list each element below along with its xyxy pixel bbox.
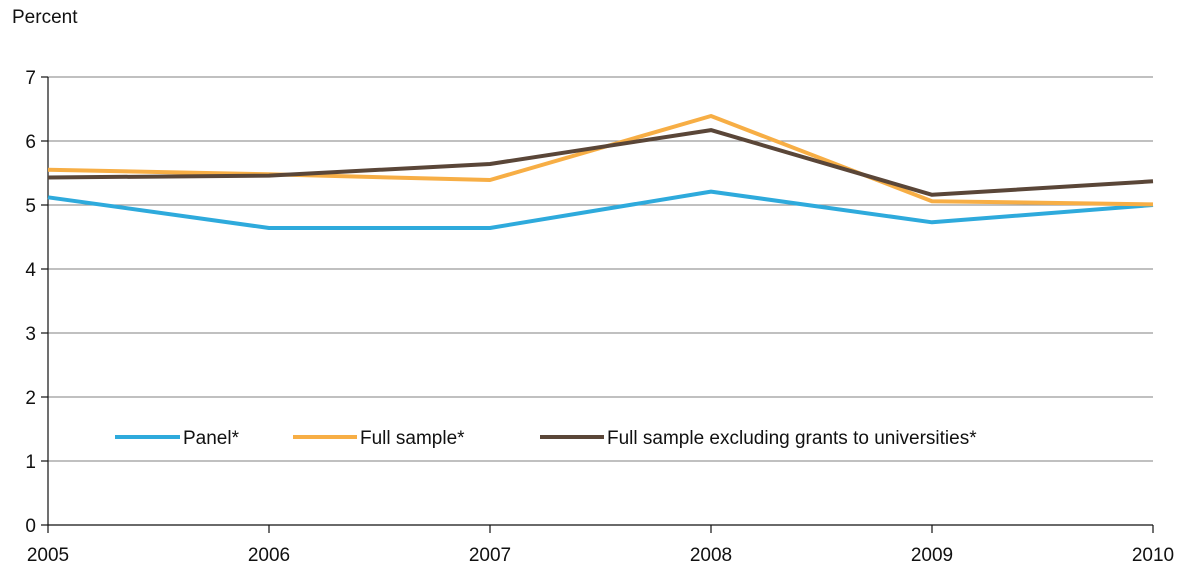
tick-labels: 0 1 2 3 4 5 6 7 2005 2006 2007 2008 2009 2010 xyxy=(25,68,1174,566)
y-tick-label: 6 xyxy=(25,132,36,153)
legend-label-2: Full sample excluding grants to universi… xyxy=(607,428,977,449)
y-tick-label: 0 xyxy=(25,516,36,537)
x-tick-label: 2010 xyxy=(1132,545,1174,566)
legend-label-1: Full sample* xyxy=(360,428,465,449)
y-tick-label: 5 xyxy=(25,196,36,217)
y-tick-label: 3 xyxy=(25,324,36,345)
legend: Panel* Full sample* Full sample excluding … xyxy=(115,428,977,449)
x-tick-label: 2007 xyxy=(469,545,511,566)
legend-label-0: Panel* xyxy=(183,428,240,449)
y-tick-label: 4 xyxy=(25,260,36,281)
x-tick-label: 2006 xyxy=(248,545,290,566)
series-line-0 xyxy=(47,189,1154,230)
y-tick-label: 1 xyxy=(25,452,36,473)
series-lines xyxy=(47,114,1154,230)
series-line-2 xyxy=(47,128,1154,197)
axes xyxy=(41,76,1154,533)
x-tick-label: 2009 xyxy=(911,545,953,566)
x-tick-label: 2008 xyxy=(690,545,732,566)
x-tick-label: 2005 xyxy=(27,545,69,566)
y-tick-label: 7 xyxy=(25,68,36,89)
y-tick-label: 2 xyxy=(25,388,36,409)
gridlines xyxy=(48,76,1153,462)
y-axis-label: Percent xyxy=(12,7,78,28)
